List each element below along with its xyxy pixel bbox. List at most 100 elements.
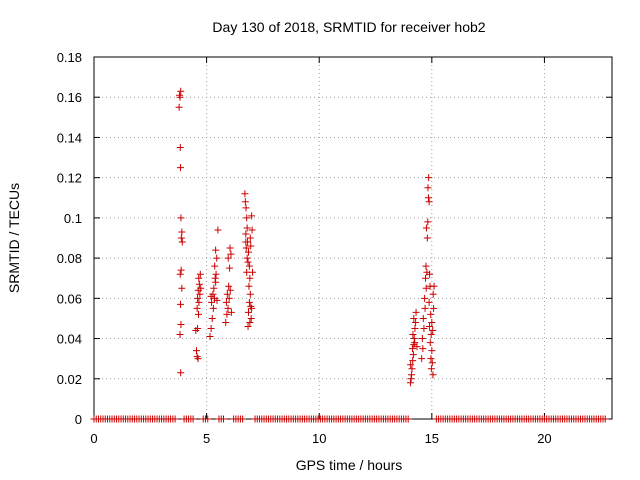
data-point [426,270,434,278]
data-point [421,294,429,302]
data-point [408,371,416,379]
data-point [246,234,254,242]
data-point [209,304,217,312]
data-point [197,284,205,292]
data-point [177,234,185,242]
data-point [410,314,418,322]
data-point [424,218,432,226]
data-point [248,226,256,234]
data-point [426,322,434,330]
data-point [601,415,609,423]
data-point [196,290,204,298]
y-tick-label: 0.16 [57,90,82,105]
y-axis-label: SRMTID / TECUs [6,183,22,293]
data-point [176,93,184,101]
data-point [223,310,231,318]
data-point [244,258,252,266]
data-point [246,318,254,326]
data-point [425,174,433,182]
data-point [409,357,417,365]
data-point [178,284,186,292]
y-tick-label: 0 [75,412,82,427]
data-point [222,318,230,326]
data-point [194,294,202,302]
data-point [427,310,435,318]
data-point [425,198,433,206]
y-tick-label: 0.12 [57,171,82,186]
data-point [227,308,235,316]
data-point [429,290,437,298]
data-point [430,304,438,312]
data-point [177,369,185,377]
data-point [408,365,416,373]
data-point [212,246,220,254]
data-point [175,103,183,111]
data-point [227,250,235,258]
data-point [176,300,184,308]
data-point [224,254,232,262]
data-point [177,266,185,274]
y-tick-label: 0.04 [57,332,82,347]
data-point [422,262,430,270]
data-point [428,359,436,367]
data-point [429,327,437,335]
data-point [208,314,216,322]
data-point [176,270,184,278]
data-point [195,298,203,306]
data-point [244,308,252,316]
y-tick-label: 0.08 [57,251,82,266]
data-point [247,242,255,250]
data-point [241,198,249,206]
data-point [248,304,256,312]
data-point [193,304,201,312]
data-point [195,280,203,288]
data-point [408,345,416,353]
data-point [223,290,231,298]
data-point [420,325,428,332]
data-point [224,304,232,312]
data-point [423,234,431,242]
data-point [242,230,250,238]
data-point [195,310,203,318]
data-point [196,270,204,278]
data-point [407,361,415,369]
data-point [194,325,202,332]
x-axis-label: GPS time / hours [296,457,403,473]
axis-ticks: 0 0.02 0.04 0.06 0.08 0.1 0.12 0.14 0.16 0.18 0 5 10… [57,50,612,446]
data-point [195,274,203,282]
data-point [424,184,432,192]
data-point [419,314,427,322]
data-point [413,343,421,351]
x-tick-label: 20 [537,431,551,446]
data-point [411,339,419,347]
data-point [176,331,184,339]
data-point [226,264,234,272]
y-tick-label: 0.18 [57,50,82,65]
data-point [243,224,251,232]
data-point [211,262,219,270]
data-point [225,282,233,290]
data-point [245,282,253,290]
data-point [177,214,185,222]
x-tick-label: 15 [425,431,439,446]
data-point [243,254,251,262]
gridlines [94,57,612,419]
data-point [246,290,254,298]
data-point [207,292,215,300]
y-tick-label: 0.14 [57,130,82,145]
data-point [213,296,221,304]
data-point [427,355,435,363]
x-tick-label: 10 [312,431,326,446]
data-point [192,347,200,355]
data-point [211,274,219,282]
data-point [428,318,436,326]
data-point [214,226,222,234]
data-point [245,298,253,306]
y-tick-label: 0.02 [57,372,82,387]
data-point [177,87,185,95]
data-point [409,351,417,359]
data-point [176,144,184,151]
data-point [226,286,234,294]
data-point [427,365,435,373]
